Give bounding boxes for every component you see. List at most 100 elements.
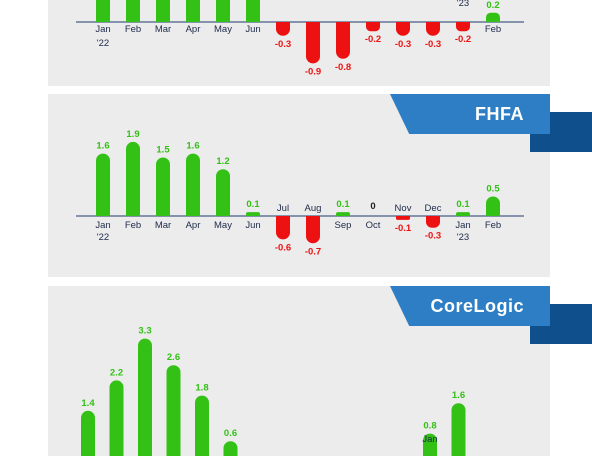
tick-label-4: May	[214, 220, 232, 231]
bar-base-2	[156, 15, 170, 22]
bar-base-13	[486, 209, 500, 216]
bar-4	[195, 395, 209, 456]
bar-base-5	[246, 214, 260, 216]
value-label-10: -0.1	[395, 223, 412, 234]
value-label-9: 0	[370, 201, 375, 212]
tick-label-1: Feb	[125, 220, 141, 231]
value-label-12: 0.1	[456, 199, 470, 210]
value-label-8: -0.8	[335, 62, 351, 73]
value-label-4: 1.2	[216, 156, 229, 167]
value-label-3: 1.6	[186, 141, 199, 152]
bar-base-11	[426, 22, 440, 29]
bar-base-11	[426, 216, 440, 222]
value-label-6: -0.3	[275, 39, 291, 50]
value-label-5: 0.1	[246, 199, 260, 210]
bar-base-12	[456, 22, 470, 27]
bar-base-12	[456, 214, 470, 216]
tick-sublabel-12: '23	[457, 232, 469, 243]
value-label-2: 1.5	[156, 145, 170, 156]
tick-label-5: Jun	[245, 24, 260, 35]
bar-base-10	[396, 216, 410, 218]
value-label-8: 0.1	[336, 199, 350, 210]
value-label-0: 1.4	[81, 398, 95, 409]
value-label-6: -0.6	[275, 242, 291, 253]
value-label-2: 3.3	[138, 326, 151, 337]
value-label-13: 1.6	[452, 390, 465, 401]
value-label-4: 1.8	[195, 383, 208, 394]
bar-base-13	[486, 17, 500, 22]
tick-label-1: Feb	[125, 24, 141, 35]
banner-title-fhfa: FHFA	[390, 94, 550, 134]
bar-1	[126, 141, 140, 216]
value-label-12: -0.2	[455, 34, 471, 45]
bar-base-7	[306, 216, 320, 223]
chart-panel-1: Jan'22FebMarAprMayJun-0.3Jul-0.9Aug-0.8S…	[48, 0, 550, 86]
bar-0	[81, 410, 95, 456]
tick-label-12: Jan	[455, 220, 470, 231]
bar-4	[216, 169, 230, 216]
tick-sublabel-0: '22	[97, 38, 109, 49]
bar-7	[306, 22, 320, 64]
tick-label-0: Jan	[95, 24, 110, 35]
bar-base-8	[336, 22, 350, 29]
bar-base-1	[126, 209, 140, 216]
bar-3	[186, 153, 200, 216]
value-label-11: -0.3	[425, 231, 441, 242]
tick-label-12: Jan	[422, 434, 437, 445]
bar-base-6	[276, 216, 290, 223]
tick-sublabel-0: '22	[97, 232, 109, 243]
chart-fhfa: 1.6Jan'221.9Feb1.5Mar1.6Apr1.2May0.1Jun-…	[76, 129, 524, 257]
value-label-5: 0.6	[224, 428, 237, 439]
tick-label-9: Oct	[366, 220, 381, 231]
bar-base-4	[216, 209, 230, 216]
chart-1: Jan'22FebMarAprMayJun-0.3Jul-0.9Aug-0.8S…	[76, 0, 524, 77]
bar-base-7	[306, 22, 320, 29]
tick-label-8: Sep	[335, 220, 352, 231]
banner-title-corelogic: CoreLogic	[390, 286, 550, 326]
bar-base-6	[276, 22, 290, 29]
tick-label-5: Jun	[245, 220, 260, 231]
tick-label-4: May	[214, 24, 232, 35]
tick-label-13: Feb	[485, 220, 501, 231]
bar-base-8	[336, 214, 350, 216]
bar-base-4	[216, 15, 230, 22]
value-label-13: 0.2	[486, 0, 499, 11]
tick-label-3: Apr	[186, 24, 201, 35]
bar-base-0	[96, 209, 110, 216]
bar-8	[336, 22, 350, 59]
tick-label-3: Apr	[186, 220, 201, 231]
bar-base-9	[366, 22, 380, 27]
bar-base-5	[246, 15, 260, 22]
bar-base-3	[186, 209, 200, 216]
bar-base-1	[126, 15, 140, 22]
tick-label-10: Nov	[395, 203, 412, 214]
tick-label-2: Mar	[155, 220, 171, 231]
bar-1	[109, 380, 124, 456]
bar-5	[223, 441, 238, 456]
bar-0	[96, 153, 110, 216]
value-label-13: 0.5	[486, 184, 500, 195]
tick-label-6: Jul	[277, 203, 289, 214]
banner-fhfa: FHFA	[390, 94, 550, 134]
bar-13	[451, 403, 466, 456]
bar-base-3	[186, 15, 200, 22]
value-label-1: 2.2	[110, 367, 123, 378]
tick-label-2: Mar	[155, 24, 171, 35]
bar-2	[156, 157, 170, 216]
value-label-0: 1.6	[96, 141, 109, 152]
tick-label-7: Aug	[305, 203, 322, 214]
value-label-12: 0.8	[423, 421, 436, 432]
value-label-9: -0.2	[365, 34, 381, 45]
tick-sublabel-12: '23	[457, 0, 469, 9]
value-label-10: -0.3	[395, 39, 411, 50]
bar-base-0	[96, 15, 110, 22]
bar-2	[138, 338, 152, 456]
value-label-7: -0.9	[305, 66, 321, 77]
banner-corelogic: CoreLogic	[390, 286, 550, 326]
tick-label-13: Feb	[485, 24, 501, 35]
value-label-3: 2.6	[167, 352, 180, 363]
tick-label-0: Jan	[95, 220, 110, 231]
value-label-7: -0.7	[305, 246, 321, 257]
bar-3	[166, 365, 181, 456]
bar-base-10	[396, 22, 410, 29]
